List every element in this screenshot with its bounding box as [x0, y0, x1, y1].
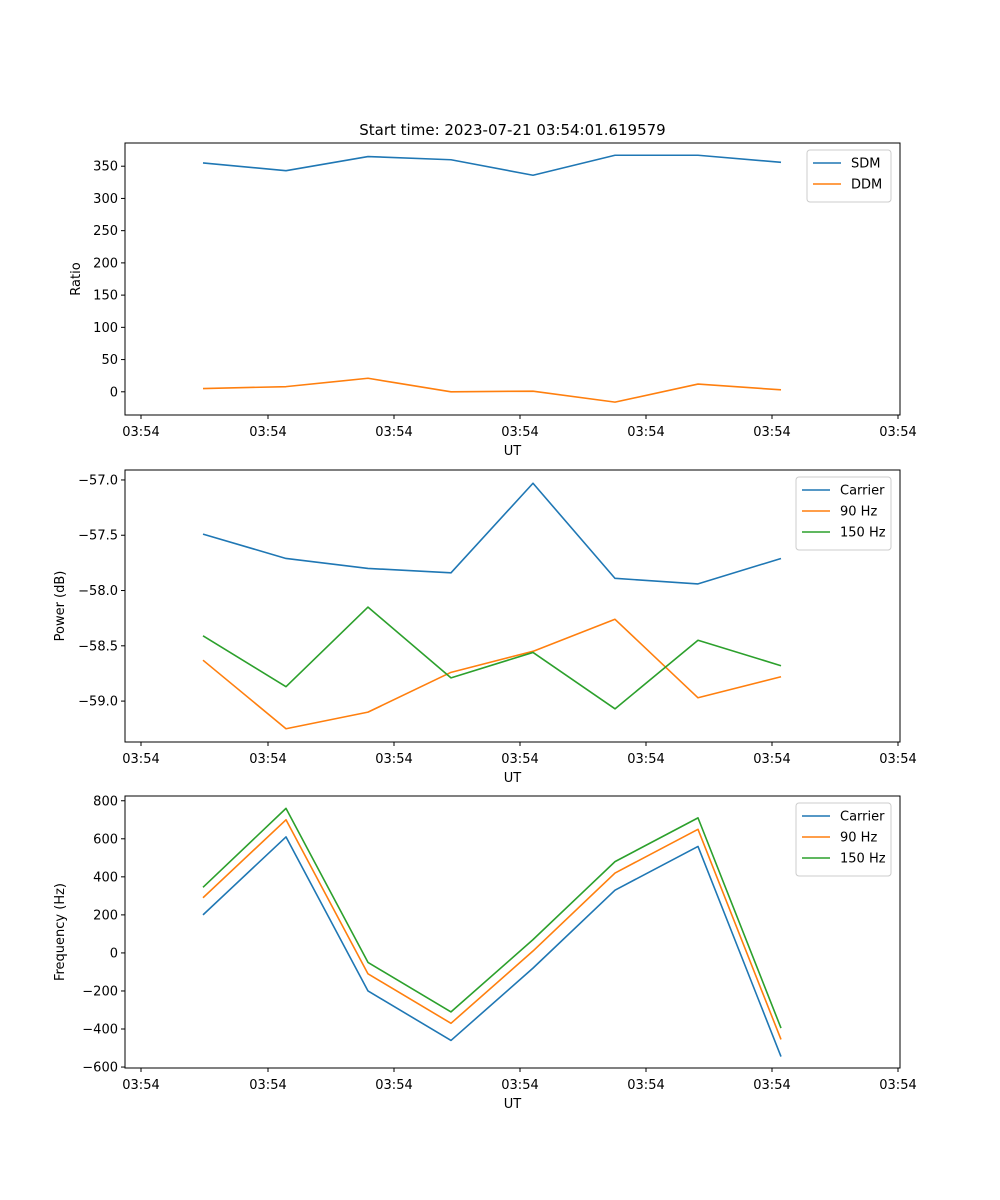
x-tick-label: 03:54 [249, 1078, 286, 1093]
x-tick-label: 03:54 [879, 1078, 916, 1093]
y-tick-label: 200 [93, 908, 118, 923]
x-tick-label: 03:54 [879, 425, 916, 440]
legend-label: Carrier [840, 810, 885, 825]
x-tick-label: 03:54 [122, 752, 159, 767]
plot-frame [124, 469, 901, 743]
series-line-150-hz [202, 606, 782, 710]
series-line-150-hz [202, 807, 782, 1029]
x-tick-label: 03:54 [375, 425, 412, 440]
y-tick-label: 350 [93, 160, 118, 175]
y-tick-label: 50 [101, 353, 118, 368]
chart-title: Start time: 2023-07-21 03:54:01.619579 [359, 121, 665, 139]
y-tick-label: 150 [93, 289, 118, 304]
series-line-sdm [202, 154, 782, 177]
x-tick-label: 03:54 [249, 425, 286, 440]
x-tick-label: 03:54 [753, 1078, 790, 1093]
y-tick-label: −200 [82, 984, 118, 999]
legend-label: 90 Hz [840, 505, 877, 520]
legend-label: Carrier [840, 484, 885, 499]
x-tick-label: 03:54 [753, 425, 790, 440]
legend-label: SDM [851, 157, 880, 172]
x-tick-label: 03:54 [627, 1078, 664, 1093]
y-tick-label: 400 [93, 870, 118, 885]
x-tick-label: 03:54 [501, 1078, 538, 1093]
legend-label: DDM [851, 178, 882, 193]
series-line-carrier [202, 482, 782, 585]
y-tick-label: −58.5 [78, 639, 118, 654]
x-tick-label: 03:54 [375, 1078, 412, 1093]
ratio-panel: Start time: 2023-07-21 03:54:01.619579 0 5… [69, 121, 917, 459]
y-tick-label: −59.0 [78, 695, 118, 710]
legend-label: 150 Hz [840, 526, 886, 541]
x-tick-label: 03:54 [122, 1078, 159, 1093]
y-tick-label: −600 [82, 1061, 118, 1076]
y-tick-label: −400 [82, 1023, 118, 1038]
x-tick-label: 03:54 [753, 752, 790, 767]
series-line-90-hz [202, 618, 782, 730]
y-tick-label: −58.0 [78, 584, 118, 599]
y-tick-label: 600 [93, 832, 118, 847]
y-axis-label: Power (dB) [53, 571, 68, 642]
series-line-90-hz [202, 818, 782, 1040]
y-tick-label: 800 [93, 794, 118, 809]
plot-frame [124, 795, 901, 1069]
frequency-panel: −600 −400 −200 0 200 400 600 800 03:54 03:54 03:54… [53, 794, 917, 1112]
x-axis-label: UT [504, 771, 522, 786]
y-tick-label: 200 [93, 256, 118, 271]
x-tick-label: 03:54 [249, 752, 286, 767]
power-panel: −59.0 −58.5 −58.0 −57.5 −57.0 03:54 03:54 03:54… [53, 469, 917, 786]
legend-label: 150 Hz [840, 852, 886, 867]
series-line-ddm [202, 377, 782, 403]
y-tick-label: 0 [110, 946, 118, 961]
y-tick-label: −57.0 [78, 473, 118, 488]
x-tick-label: 03:54 [501, 752, 538, 767]
y-tick-label: 100 [93, 321, 118, 336]
y-tick-label: 300 [93, 192, 118, 207]
plot-frame [124, 142, 901, 416]
y-axis-label: Frequency (Hz) [53, 883, 68, 981]
x-tick-label: 03:54 [122, 425, 159, 440]
x-axis-label: UT [504, 444, 522, 459]
y-tick-label: 250 [93, 224, 118, 239]
y-axis-label: Ratio [69, 262, 84, 295]
x-tick-label: 03:54 [627, 425, 664, 440]
x-tick-label: 03:54 [627, 752, 664, 767]
x-tick-label: 03:54 [879, 752, 916, 767]
x-tick-label: 03:54 [501, 425, 538, 440]
legend-label: 90 Hz [840, 831, 877, 846]
y-tick-label: −57.5 [78, 529, 118, 544]
y-tick-label: 0 [110, 385, 118, 400]
x-axis-label: UT [504, 1097, 522, 1112]
x-tick-label: 03:54 [375, 752, 412, 767]
series-line-carrier [202, 836, 782, 1057]
